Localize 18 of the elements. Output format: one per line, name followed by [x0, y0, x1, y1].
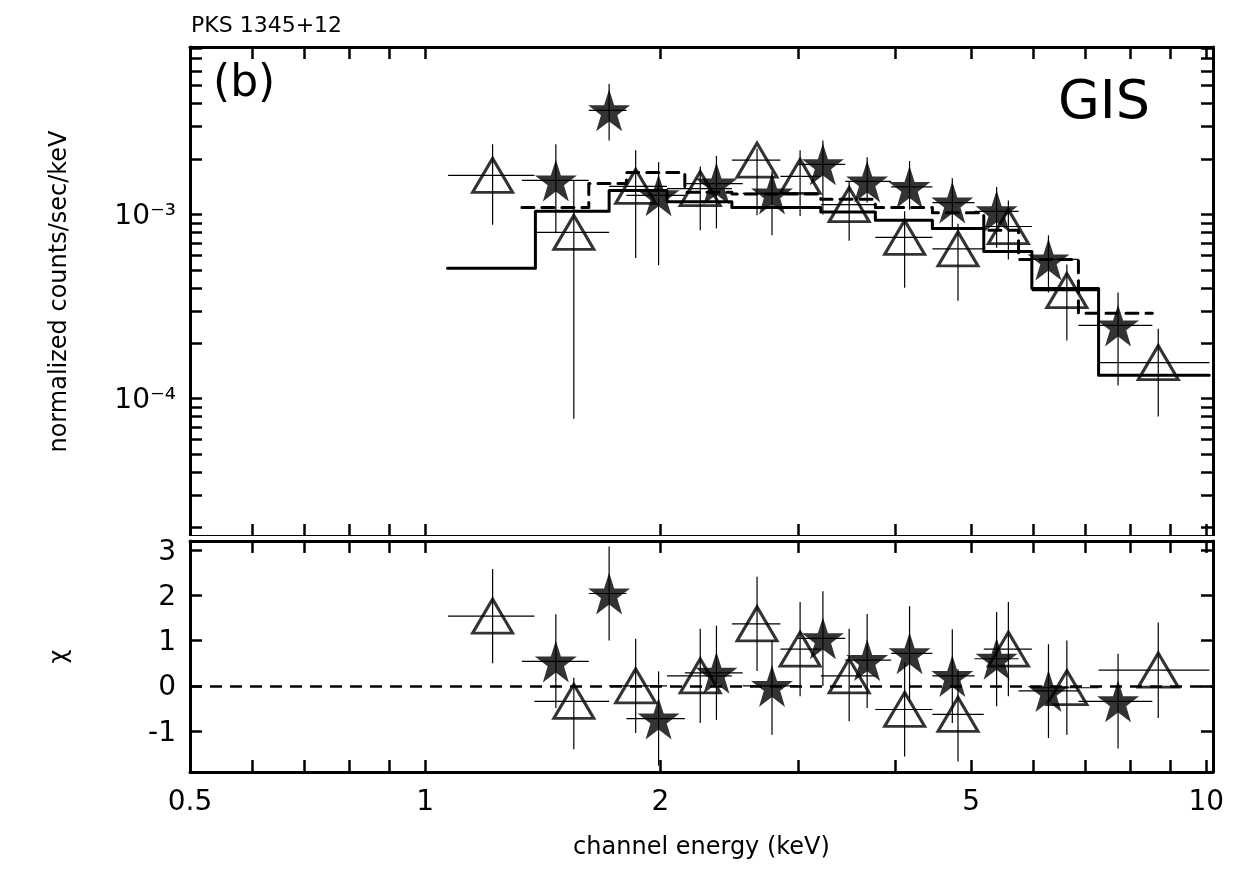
- annotation: GIS: [1058, 67, 1151, 131]
- y-axis-title: normalized counts/sec/keV: [44, 129, 72, 453]
- x-tick-label: 1: [416, 783, 435, 817]
- y-axis-title: χ: [44, 649, 72, 664]
- y-tick-label: -1: [148, 714, 176, 748]
- annotation: (b): [213, 54, 276, 106]
- y-tick-label: 10⁻³: [114, 197, 176, 231]
- x-tick-label: 5: [962, 783, 981, 817]
- y-tick-label: 0: [158, 669, 176, 703]
- y-tick-label: 10⁻⁴: [114, 382, 176, 416]
- y-tick-label: 3: [158, 533, 176, 567]
- x-tick-label: 2: [651, 783, 670, 817]
- x-tick-label: 0.5: [167, 783, 213, 817]
- chart-title: PKS 1345+12: [191, 11, 343, 37]
- y-tick-label: 2: [158, 578, 176, 612]
- x-axis-title: channel energy (keV): [573, 832, 830, 860]
- y-tick-label: 1: [158, 624, 176, 658]
- x-tick-label: 10: [1188, 783, 1225, 817]
